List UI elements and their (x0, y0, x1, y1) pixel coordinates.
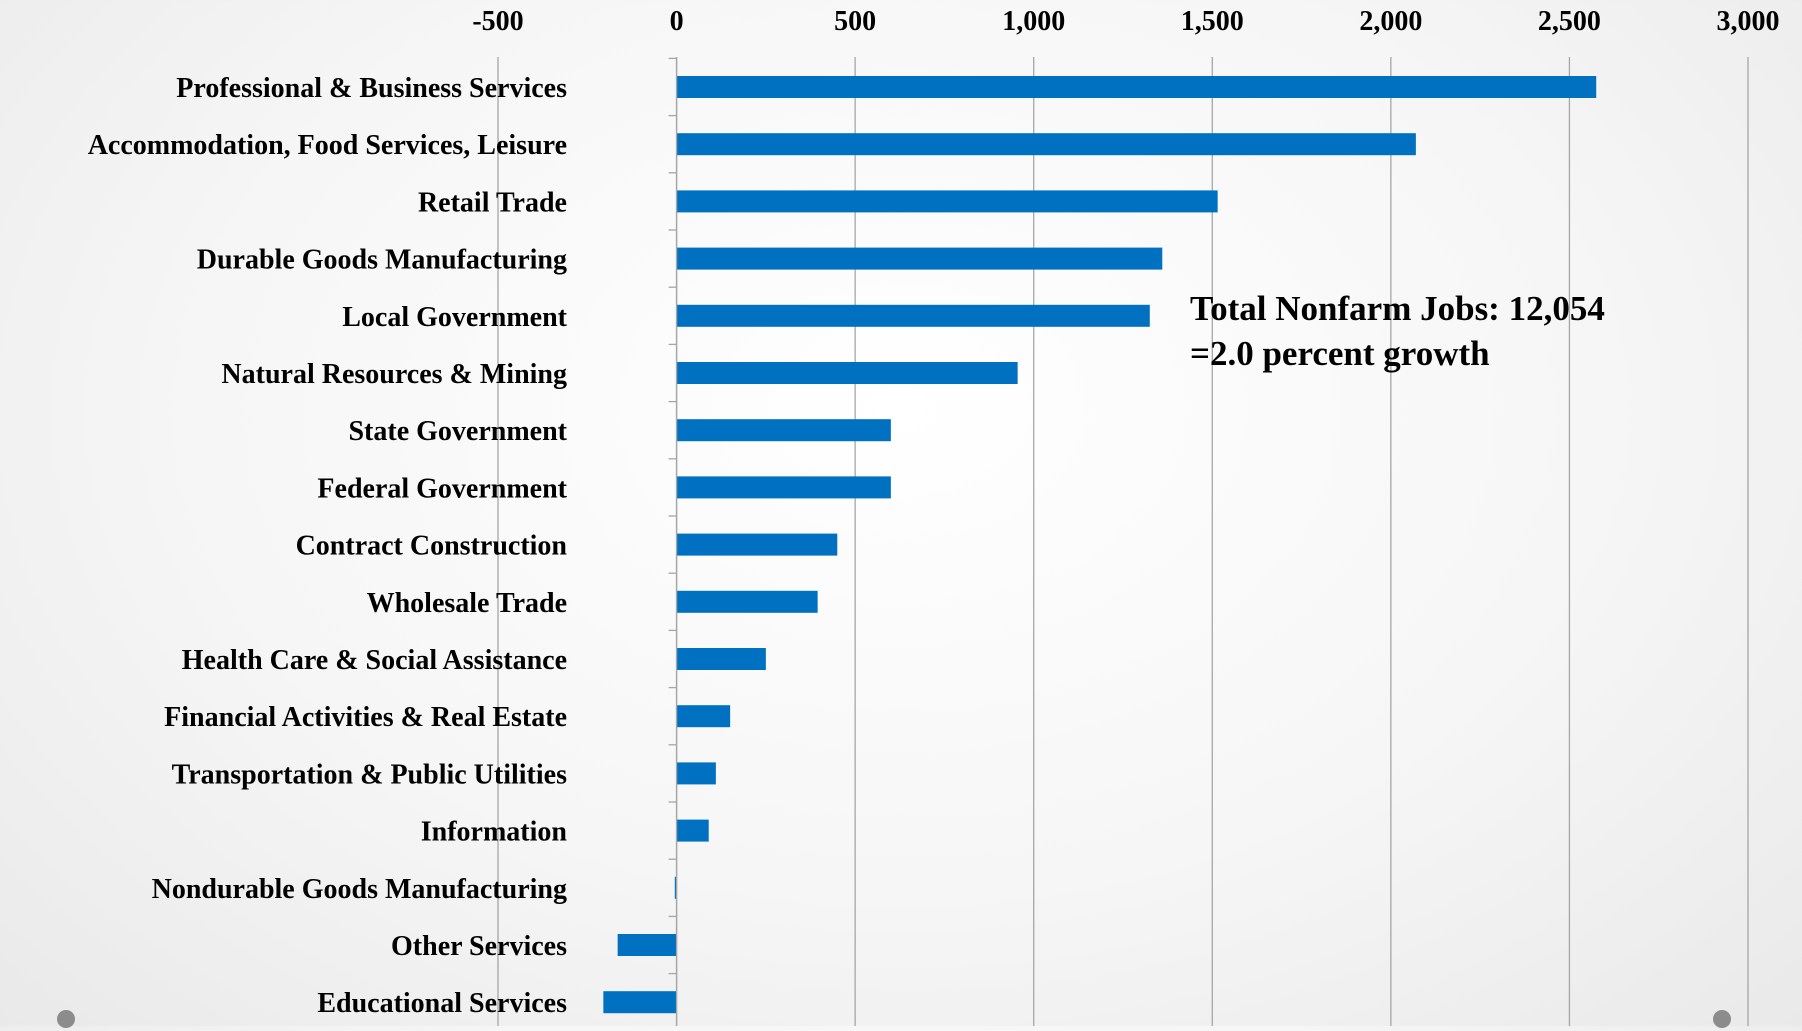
bars (603, 76, 1597, 1014)
category-labels: Professional & Business Services Accommod… (88, 73, 568, 1019)
bar (676, 533, 838, 556)
bar (676, 590, 818, 613)
category-label: Wholesale Trade (367, 588, 567, 619)
category-label: Retail Trade (418, 187, 567, 218)
category-axis (668, 57, 678, 1031)
category-label: Information (421, 817, 568, 848)
bar (676, 705, 731, 728)
category-label: Natural Resources & Mining (221, 359, 567, 390)
bar (676, 247, 1163, 270)
category-label: Other Services (391, 931, 567, 962)
category-label: State Government (348, 416, 567, 447)
bar (674, 876, 677, 899)
bar (676, 362, 1018, 384)
annotation-line-1: Total Nonfarm Jobs: 12,054 (1190, 289, 1605, 328)
bar (676, 476, 891, 499)
bar (676, 304, 1150, 327)
bar (676, 190, 1218, 213)
bar (603, 991, 677, 1014)
x-tick-label: 2,000 (1359, 6, 1422, 37)
category-label: Transportation & Public Utilities (172, 759, 567, 790)
category-label: Nondurable Goods Manufacturing (152, 874, 567, 905)
category-label: Educational Services (317, 988, 567, 1019)
slide-corner-dot-right (1713, 1010, 1731, 1028)
bar (676, 819, 709, 842)
category-label: Financial Activities & Real Estate (164, 702, 567, 733)
x-axis-tick-labels: -500 0 500 1,000 1,500 2,000 2,500 3,000 (472, 6, 1779, 37)
annotation-line-2: =2.0 percent growth (1190, 334, 1490, 373)
bar (676, 648, 766, 670)
category-label: Local Government (342, 302, 567, 333)
bar (676, 762, 716, 785)
category-label: Health Care & Social Assistance (182, 645, 567, 676)
x-tick-label: 500 (834, 6, 876, 37)
x-tick-label: -500 (472, 6, 523, 37)
bar (676, 133, 1416, 156)
category-label: Professional & Business Services (176, 73, 567, 104)
x-tick-label: 1,000 (1002, 6, 1065, 37)
x-tick-label: 3,000 (1717, 6, 1780, 37)
x-tick-label: 1,500 (1181, 6, 1244, 37)
x-tick-label: 2,500 (1538, 6, 1601, 37)
category-label: Contract Construction (296, 531, 568, 562)
bar (676, 76, 1597, 98)
category-label: Durable Goods Manufacturing (197, 245, 567, 276)
category-label: Federal Government (317, 473, 567, 504)
category-label: Accommodation, Food Services, Leisure (88, 130, 567, 161)
slide-corner-dot-left (57, 1010, 75, 1028)
total-jobs-annotation: Total Nonfarm Jobs: 12,054 =2.0 percent … (1190, 289, 1614, 373)
bar (617, 934, 677, 956)
bar (676, 419, 891, 442)
x-tick-label: 0 (670, 6, 684, 37)
